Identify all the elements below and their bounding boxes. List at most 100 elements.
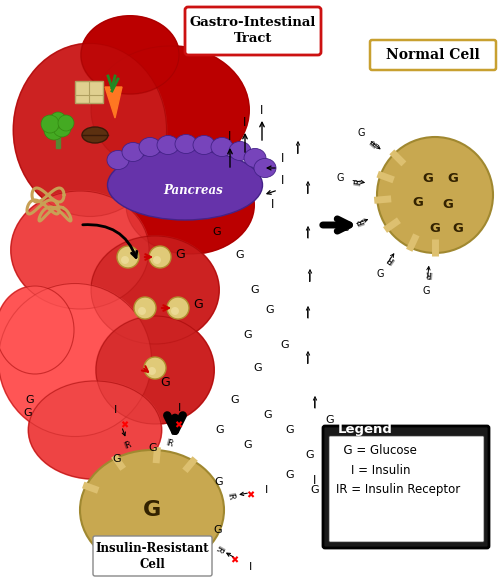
Ellipse shape <box>0 285 75 375</box>
Text: I: I <box>260 103 264 117</box>
Ellipse shape <box>0 284 152 437</box>
Ellipse shape <box>28 381 162 479</box>
Text: G: G <box>376 269 384 278</box>
Polygon shape <box>105 87 122 118</box>
FancyBboxPatch shape <box>75 81 103 103</box>
Ellipse shape <box>14 44 166 216</box>
Text: IR = Insulin Receptor: IR = Insulin Receptor <box>336 484 460 496</box>
Ellipse shape <box>193 136 215 154</box>
Text: I: I <box>328 455 332 469</box>
Text: G: G <box>448 172 458 184</box>
Text: I: I <box>314 398 316 411</box>
Text: G: G <box>430 222 440 234</box>
Text: I: I <box>306 183 310 197</box>
Text: I: I <box>308 271 312 285</box>
Text: ✖: ✖ <box>120 420 128 430</box>
Text: G: G <box>254 363 262 373</box>
Text: I: I <box>244 115 246 129</box>
Text: G = Glucose: G = Glucose <box>336 444 417 456</box>
Text: I: I <box>272 198 274 212</box>
Circle shape <box>41 115 59 133</box>
Text: I: I <box>114 405 117 415</box>
Text: G: G <box>341 223 348 233</box>
Text: I: I <box>334 484 336 496</box>
FancyBboxPatch shape <box>185 7 321 55</box>
Ellipse shape <box>244 148 266 168</box>
Text: G: G <box>214 477 223 487</box>
Text: G: G <box>143 500 161 520</box>
Ellipse shape <box>28 380 162 480</box>
Text: G: G <box>26 395 35 405</box>
Text: I: I <box>306 309 310 321</box>
Circle shape <box>53 119 71 137</box>
Text: G: G <box>442 198 454 212</box>
Text: G: G <box>422 172 434 184</box>
Text: G: G <box>412 195 424 208</box>
Text: IR: IR <box>165 438 174 449</box>
Text: I: I <box>178 403 181 413</box>
Text: I: I <box>328 448 332 462</box>
Ellipse shape <box>90 45 250 175</box>
Ellipse shape <box>91 236 219 344</box>
Text: ✖: ✖ <box>230 556 238 566</box>
Ellipse shape <box>82 127 108 143</box>
Text: IR: IR <box>123 440 134 451</box>
Ellipse shape <box>126 156 254 254</box>
Ellipse shape <box>80 15 180 95</box>
Text: I: I <box>282 173 284 187</box>
Ellipse shape <box>125 155 255 255</box>
Text: G: G <box>358 128 365 138</box>
Ellipse shape <box>90 235 220 345</box>
Text: I: I <box>282 151 284 165</box>
FancyBboxPatch shape <box>323 426 489 548</box>
Ellipse shape <box>96 316 214 424</box>
Text: G: G <box>24 408 32 418</box>
Text: G: G <box>244 440 252 450</box>
Text: I: I <box>306 353 310 367</box>
Text: IR: IR <box>353 177 364 186</box>
Ellipse shape <box>0 286 74 374</box>
Text: IR: IR <box>424 268 432 277</box>
Text: G: G <box>423 285 430 296</box>
Text: G: G <box>193 299 203 311</box>
Text: G: G <box>175 248 185 260</box>
Text: Pancreas: Pancreas <box>163 183 223 197</box>
Circle shape <box>171 307 179 315</box>
Ellipse shape <box>81 16 179 94</box>
Text: I: I <box>296 143 300 157</box>
Ellipse shape <box>175 135 197 154</box>
Text: G: G <box>310 485 320 495</box>
Text: G: G <box>160 376 170 390</box>
Ellipse shape <box>229 142 251 161</box>
Text: I = Insulin: I = Insulin <box>336 463 410 477</box>
Circle shape <box>148 367 156 375</box>
Text: G: G <box>230 395 239 405</box>
Text: Gastro-Intestinal
Tract: Gastro-Intestinal Tract <box>190 16 316 45</box>
Text: Legend: Legend <box>338 422 393 436</box>
Ellipse shape <box>122 143 144 161</box>
Circle shape <box>144 357 166 379</box>
Text: G: G <box>336 173 344 183</box>
Text: G: G <box>148 443 156 454</box>
Circle shape <box>377 137 493 253</box>
Ellipse shape <box>0 282 152 437</box>
Text: I: I <box>228 130 232 143</box>
Ellipse shape <box>254 158 276 177</box>
Circle shape <box>138 307 146 315</box>
Circle shape <box>153 256 161 264</box>
Text: IR: IR <box>384 253 396 264</box>
Text: IR: IR <box>356 216 367 227</box>
Text: G: G <box>216 425 224 435</box>
Text: I: I <box>306 229 310 241</box>
Text: G: G <box>236 250 244 260</box>
Text: G: G <box>250 285 260 295</box>
Ellipse shape <box>10 190 150 310</box>
Ellipse shape <box>157 136 179 154</box>
Ellipse shape <box>91 46 249 174</box>
Text: I: I <box>265 485 268 495</box>
Text: G: G <box>212 227 222 237</box>
Circle shape <box>44 120 64 140</box>
Text: G: G <box>286 425 294 435</box>
FancyBboxPatch shape <box>370 40 496 70</box>
Text: G: G <box>112 454 121 464</box>
